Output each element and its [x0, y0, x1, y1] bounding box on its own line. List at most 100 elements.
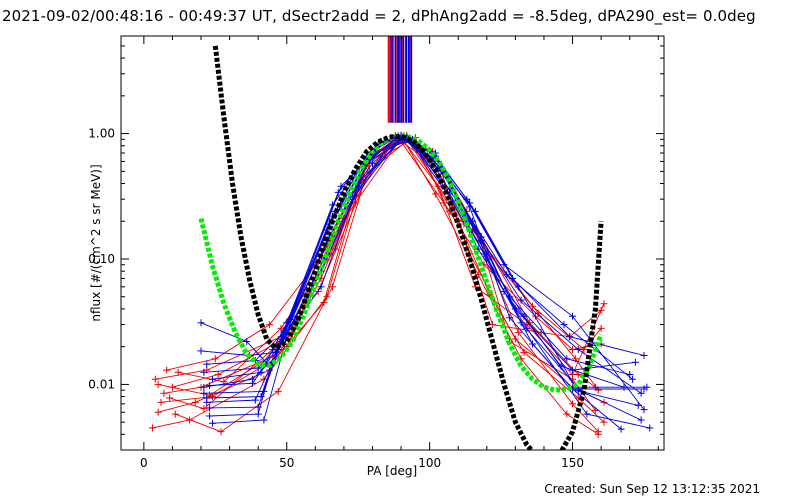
data-point	[200, 389, 208, 397]
flux-series-layer	[148, 131, 654, 438]
x-axis-label: PA [deg]	[367, 464, 417, 478]
data-point	[594, 428, 602, 436]
data-point	[560, 321, 568, 329]
data-point	[511, 335, 519, 343]
data-point	[563, 410, 571, 418]
data-point	[317, 283, 325, 291]
series-line-blue	[212, 136, 650, 429]
y-tick-label: 0.10	[88, 252, 115, 266]
data-point	[328, 283, 336, 291]
data-point	[483, 255, 491, 263]
data-point	[368, 159, 376, 167]
data-point	[569, 400, 577, 408]
data-point	[594, 386, 602, 394]
data-point	[203, 394, 211, 402]
data-point	[637, 389, 645, 397]
data-point	[151, 375, 159, 383]
data-point	[314, 288, 322, 296]
data-point	[646, 424, 654, 432]
data-point	[569, 312, 577, 320]
data-point	[640, 352, 648, 360]
data-point	[251, 396, 259, 404]
data-point	[600, 300, 608, 308]
series-line-blue	[206, 138, 642, 421]
data-point	[171, 410, 179, 418]
data-point	[503, 271, 511, 279]
data-point	[154, 408, 162, 416]
pa-marker-lines	[387, 36, 413, 123]
series-line-red	[160, 135, 599, 433]
data-point	[600, 418, 608, 426]
y-tick-label: 1.00	[88, 127, 115, 141]
data-point	[266, 321, 274, 329]
data-point	[563, 355, 571, 363]
plot-frame	[120, 35, 665, 451]
data-point	[200, 405, 208, 413]
data-point	[640, 385, 648, 393]
data-point	[197, 319, 205, 327]
data-point	[206, 412, 214, 420]
data-point	[640, 406, 648, 414]
data-point	[631, 358, 639, 366]
data-point	[583, 410, 591, 418]
series-line-red	[175, 136, 599, 433]
data-point	[257, 368, 265, 376]
data-point	[166, 394, 174, 402]
series-line-blue	[200, 134, 645, 410]
data-point	[574, 345, 582, 353]
data-point	[160, 389, 168, 397]
fit-curve-green	[198, 133, 604, 393]
data-point	[514, 283, 522, 291]
data-point	[206, 404, 214, 412]
series-line-red	[163, 136, 596, 394]
data-point	[597, 306, 605, 314]
data-point	[257, 393, 265, 401]
x-tick-label: 100	[418, 456, 441, 470]
data-point	[520, 312, 528, 320]
data-point	[514, 328, 522, 336]
series-line-red	[155, 136, 602, 380]
data-point	[323, 293, 331, 301]
data-point	[337, 182, 345, 190]
data-point	[517, 296, 525, 304]
created-timestamp: Created: Sun Sep 12 13:12:35 2021	[544, 482, 760, 496]
fit-curves-layer	[198, 45, 604, 450]
data-point	[617, 425, 625, 433]
data-point	[208, 393, 216, 401]
data-point	[500, 261, 508, 269]
y-axis-label: nflux [#/(cm^2 s sr MeV)]	[89, 164, 103, 321]
data-point	[537, 328, 545, 336]
data-point	[260, 416, 268, 424]
data-point	[566, 333, 574, 341]
data-point	[529, 340, 537, 348]
data-point	[191, 398, 199, 406]
data-point	[154, 380, 162, 388]
data-point	[208, 419, 216, 427]
data-point	[200, 383, 208, 391]
data-point	[466, 203, 474, 211]
chart-title: 2021-09-02/00:48:16 - 00:49:37 UT, dSect…	[2, 7, 756, 25]
data-point	[174, 368, 182, 376]
series-line-blue	[209, 137, 642, 409]
data-point	[197, 347, 205, 355]
data-point	[248, 379, 256, 387]
data-point	[203, 360, 211, 368]
data-point	[200, 368, 208, 376]
data-point	[254, 410, 262, 418]
data-point	[348, 195, 356, 203]
data-point	[274, 387, 282, 395]
data-point	[217, 428, 225, 436]
data-point	[208, 375, 216, 383]
data-point	[243, 337, 251, 345]
data-point	[214, 370, 222, 378]
data-point	[506, 314, 514, 322]
series-line-blue	[203, 136, 630, 388]
data-point	[157, 398, 165, 406]
x-tick-label: 50	[279, 456, 294, 470]
data-point	[569, 366, 577, 374]
x-tick-label: 150	[561, 456, 584, 470]
y-tick-label: 0.01	[88, 377, 115, 391]
data-point	[629, 375, 637, 383]
data-point	[637, 416, 645, 424]
